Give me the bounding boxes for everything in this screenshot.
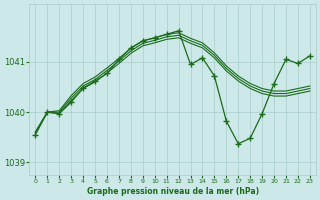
X-axis label: Graphe pression niveau de la mer (hPa): Graphe pression niveau de la mer (hPa) [87,187,259,196]
